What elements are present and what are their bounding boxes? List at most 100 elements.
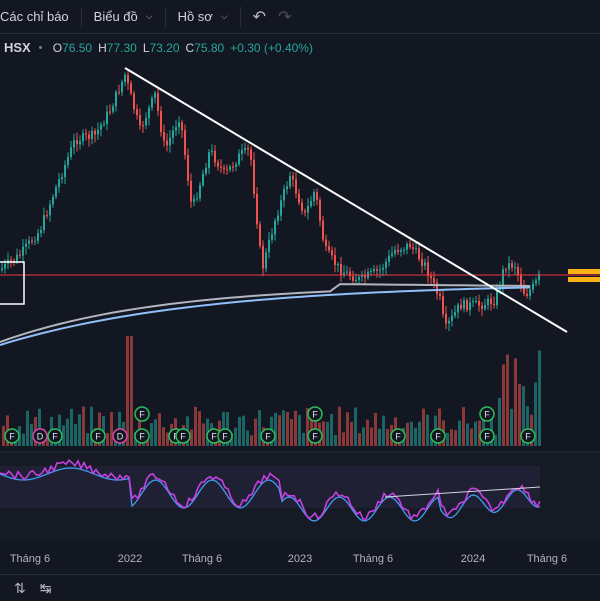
- earnings-marker: [479, 428, 495, 444]
- candle-body: [79, 141, 81, 145]
- symbol-name[interactable]: HSX: [4, 40, 31, 55]
- candle-body: [166, 140, 168, 146]
- candle-body: [505, 269, 507, 271]
- volume-bar: [90, 406, 93, 446]
- close-label: C: [185, 40, 195, 55]
- candle-body: [106, 111, 108, 124]
- candle-body: [418, 248, 420, 260]
- event-marker-label: F: [222, 432, 228, 442]
- candle-body: [193, 198, 195, 202]
- event-marker-label: F: [52, 432, 58, 442]
- candle-body: [172, 130, 174, 138]
- candle-body: [127, 74, 129, 84]
- volume-bar: [282, 410, 285, 446]
- candle-body: [148, 107, 150, 119]
- indicators-label: Các chỉ báo: [0, 9, 69, 24]
- candle-body: [493, 303, 495, 306]
- open-label: O: [52, 40, 63, 55]
- candle-body: [529, 289, 531, 296]
- candle-body: [28, 240, 30, 244]
- candle-body: [382, 267, 384, 270]
- volume-bar: [510, 408, 513, 446]
- volume-bar: [538, 350, 541, 446]
- volume-bar: [286, 412, 289, 446]
- tools-icon[interactable]: ⇅: [14, 579, 26, 596]
- volume-bar: [494, 435, 497, 446]
- volume-bar: [410, 421, 413, 446]
- indicators-button[interactable]: Các chỉ báo: [0, 4, 75, 30]
- redo-icon[interactable]: ↷: [278, 8, 292, 26]
- volume-bar: [238, 416, 241, 446]
- high-label: H: [98, 40, 107, 55]
- volume-bar: [378, 428, 381, 446]
- candle-body: [268, 239, 270, 253]
- volume-bar: [322, 421, 325, 446]
- volume-bar: [306, 408, 309, 446]
- volume-bar: [2, 425, 5, 446]
- volume-bar: [514, 358, 517, 446]
- candle-body: [535, 280, 537, 284]
- candle-body: [40, 230, 42, 233]
- time-axis-label: Tháng 6: [182, 553, 222, 565]
- volume-bar: [370, 427, 373, 446]
- candle-body: [124, 74, 126, 82]
- volume-bar: [234, 427, 237, 446]
- status-dot: [38, 46, 42, 49]
- event-marker-label: F: [312, 410, 318, 420]
- layout-switch-icon[interactable]: ↹: [39, 579, 52, 596]
- candle-body: [118, 91, 120, 93]
- earnings-marker: [430, 428, 446, 444]
- candle-body: [223, 167, 225, 170]
- earnings-marker: [134, 428, 150, 444]
- volume-bar: [406, 422, 409, 446]
- volume-bar: [418, 421, 421, 446]
- volume-bar: [194, 406, 197, 446]
- earnings-marker: [90, 428, 106, 444]
- candle-body: [229, 166, 231, 170]
- candle-body: [412, 247, 414, 249]
- volume-bar: [310, 411, 313, 446]
- event-marker-label: F: [139, 410, 145, 420]
- candle-body: [304, 210, 306, 213]
- candle-body: [130, 83, 132, 94]
- candle-body: [283, 189, 285, 201]
- event-marker-label: F: [525, 432, 531, 442]
- profile-button[interactable]: Hồ sơ ⌵: [172, 4, 234, 30]
- price-chart-canvas[interactable]: FDFFDFFFFFFFFFFFFFF Tháng 6 2022 Tháng 6 202…: [0, 33, 600, 574]
- volume-bar: [242, 415, 245, 446]
- top-toolbar: Các chỉ báo Biểu đồ ⌵ Hồ sơ ⌵ ↶ ↷: [0, 0, 600, 34]
- event-marker-label: F: [139, 432, 145, 442]
- volume-bar: [106, 433, 109, 446]
- candle-body: [235, 164, 237, 167]
- candle-body: [373, 269, 375, 271]
- volume-bar: [302, 433, 305, 446]
- candle-body: [247, 147, 249, 150]
- candle-body: [208, 152, 210, 168]
- volume-bar: [374, 412, 377, 446]
- volume-bar: [30, 423, 33, 446]
- volume-bar: [258, 410, 261, 446]
- volume-bar: [422, 408, 425, 446]
- volume-bar: [38, 408, 41, 446]
- event-marker-label: F: [180, 432, 186, 442]
- candle-body: [217, 162, 219, 167]
- candle-body: [526, 293, 528, 296]
- candle-body: [58, 179, 60, 188]
- event-marker-label: F: [95, 432, 101, 442]
- chart-type-button[interactable]: Biểu đồ ⌵: [88, 4, 159, 30]
- candle-body: [133, 93, 135, 110]
- candle-body: [55, 187, 57, 197]
- volume-bar: [462, 407, 465, 446]
- candle-body: [16, 254, 18, 262]
- candle-body: [94, 130, 96, 135]
- candle-body: [187, 155, 189, 181]
- candle-body: [190, 180, 192, 202]
- candle-body: [520, 274, 522, 286]
- candle-body: [205, 167, 207, 174]
- volume-bar: [498, 397, 501, 446]
- candle-body: [232, 166, 234, 168]
- undo-icon[interactable]: ↶: [252, 8, 267, 26]
- volume-bar: [110, 412, 113, 446]
- candle-body: [244, 147, 246, 151]
- candle-body: [67, 157, 69, 165]
